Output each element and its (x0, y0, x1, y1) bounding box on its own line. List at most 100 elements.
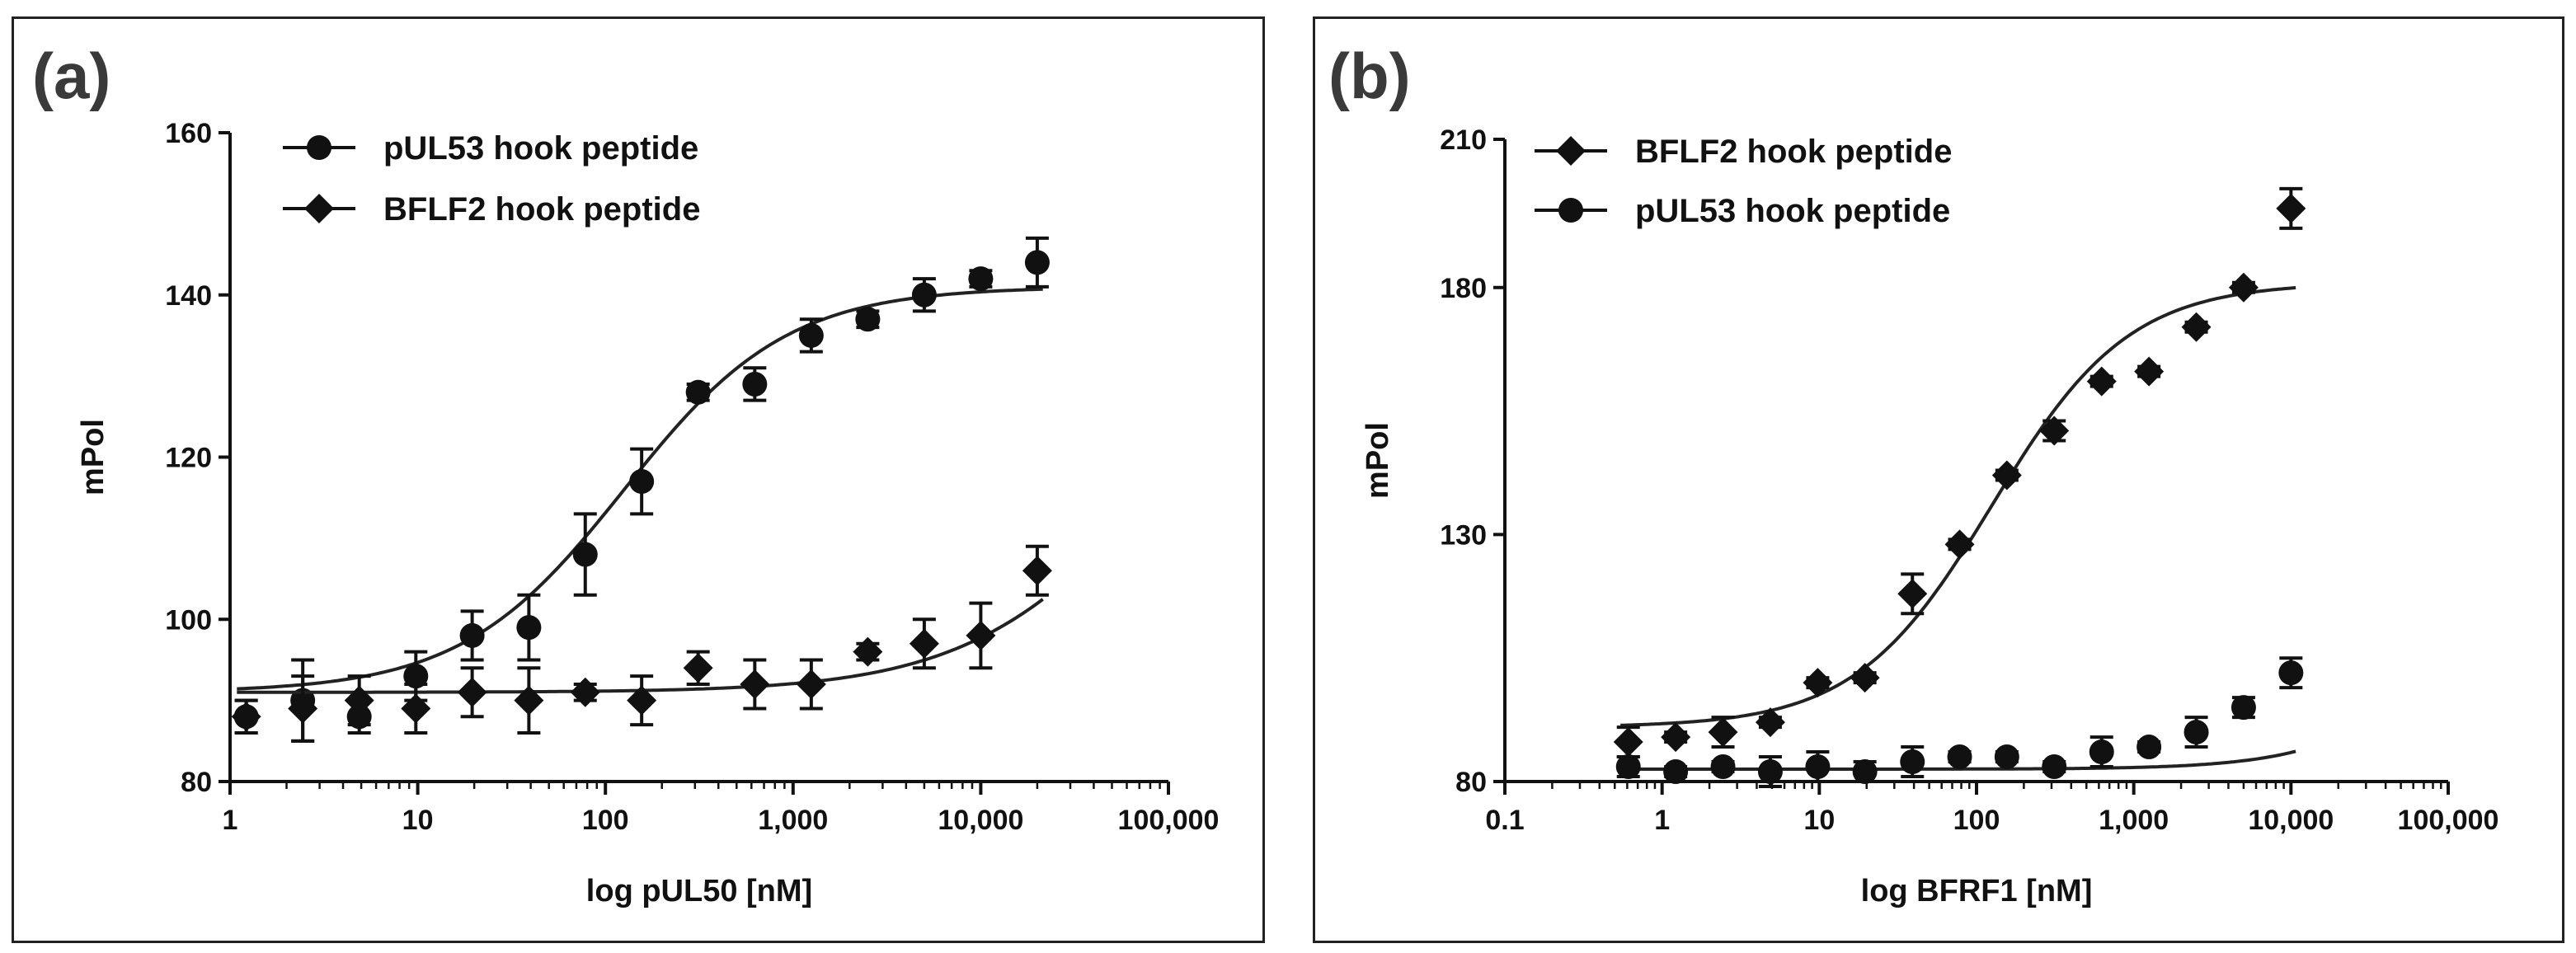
legend-entry-0: pUL53 hook peptide (283, 130, 698, 167)
y-axis-title: mPol (76, 419, 110, 495)
legend-label: BFLF2 hook peptide (1635, 134, 1952, 170)
x-tick-label: 100 (582, 805, 629, 836)
data-point (403, 664, 429, 689)
x-tick-label: 10,000 (2248, 805, 2334, 836)
legend-entry-0: BFLF2 hook peptide (1535, 134, 1952, 170)
data-point (2042, 754, 2067, 780)
series-1 (231, 544, 1052, 743)
legend-marker (304, 194, 334, 223)
x-axis-title: log BFRF1 [nM] (1861, 874, 2093, 908)
data-point (1022, 556, 1052, 586)
legend-label: pUL53 hook peptide (1635, 193, 1950, 229)
data-point (966, 620, 996, 650)
x-tick-label: 10 (402, 805, 434, 836)
data-point (2276, 193, 2306, 223)
data-point (627, 685, 657, 716)
y-tick-label: 130 (1440, 519, 1487, 551)
series-0 (233, 236, 1050, 743)
data-point (516, 615, 542, 641)
data-point (1944, 529, 1975, 560)
data-point (344, 685, 374, 716)
data-point (1613, 727, 1643, 758)
chart-a: (a) 80 100 120 140 160 1 10 100 1,000 10,000 100,00… (32, 40, 1220, 908)
data-point (2089, 739, 2114, 765)
data-point (2134, 356, 2165, 387)
legend-marker (1556, 136, 1586, 166)
chart-b: (b) 80 130 180 210 0.1 1 10 100 1,000 10,000 100,00… (1328, 40, 2499, 908)
panel-a: (a) 80 100 120 140 160 1 10 100 1,000 10,000 100,00… (12, 16, 1265, 943)
data-point (796, 669, 826, 699)
series-1 (1615, 656, 2304, 788)
data-point (1852, 759, 1878, 785)
data-point (2086, 366, 2117, 397)
data-point (909, 628, 939, 659)
x-tick-label: 100 (1953, 805, 2000, 836)
y-tick-label: 120 (165, 443, 212, 474)
data-point (231, 702, 261, 732)
data-point (1850, 663, 1880, 693)
data-point (2230, 695, 2256, 721)
y-tick-label: 80 (1455, 767, 1487, 798)
data-point (1900, 749, 1925, 775)
fit-curve (1620, 286, 2296, 727)
data-point (1710, 754, 1736, 780)
data-point (1994, 744, 2019, 770)
x-tick-label: 10 (1803, 805, 1835, 836)
x-tick-label: 1,000 (758, 805, 828, 836)
data-point (288, 693, 318, 724)
legend-marker (1558, 198, 1583, 223)
data-point (1708, 717, 1738, 748)
x-tick-label: 1 (1654, 805, 1670, 836)
y-tick-label: 80 (181, 767, 212, 798)
data-point (740, 669, 770, 699)
data-point (2183, 720, 2209, 745)
data-point (2181, 312, 2212, 342)
y-tick-label: 210 (1440, 124, 1487, 156)
data-point (2278, 660, 2304, 686)
data-point (1897, 579, 1928, 609)
x-tick-label: 0.1 (1485, 805, 1524, 836)
data-point (911, 282, 937, 307)
data-point (572, 542, 598, 567)
data-point (1663, 759, 1689, 785)
data-point (1757, 759, 1783, 785)
legend-label: pUL53 hook peptide (383, 130, 698, 167)
data-point (968, 266, 994, 292)
data-point (2228, 272, 2259, 303)
data-point (629, 469, 655, 495)
data-point (742, 371, 768, 397)
data-point (1755, 707, 1785, 738)
data-point (685, 379, 711, 405)
y-tick-label: 160 (165, 118, 212, 149)
x-tick-label: 1,000 (2099, 805, 2169, 836)
panel-b: (b) 80 130 180 210 0.1 1 10 100 1,000 10,000 100,00… (1313, 16, 2564, 943)
data-point (1947, 744, 1972, 770)
x-tick-label: 100,000 (2398, 805, 2499, 836)
data-point (1615, 754, 1641, 780)
data-point (853, 636, 883, 667)
data-point (855, 307, 881, 332)
data-point (570, 677, 600, 707)
legend-entry-1: pUL53 hook peptide (1535, 193, 1950, 229)
data-point (459, 622, 485, 648)
data-point (2039, 415, 2070, 446)
data-point (457, 677, 487, 707)
data-point (1661, 722, 1691, 753)
data-point (683, 653, 713, 683)
y-axis-title: mPol (1361, 422, 1395, 499)
x-tick-label: 100,000 (1118, 805, 1220, 836)
data-point (2136, 735, 2162, 760)
data-point (1024, 250, 1050, 275)
legend-label: BFLF2 hook peptide (383, 191, 700, 228)
data-point (514, 685, 544, 716)
data-point (1991, 460, 2022, 491)
data-point (798, 322, 824, 348)
data-point (1805, 754, 1831, 780)
legend-entry-1: BFLF2 hook peptide (283, 191, 700, 228)
y-tick-label: 140 (165, 280, 212, 312)
data-point (1803, 668, 1833, 698)
y-tick-label: 100 (165, 604, 212, 636)
panel-label: (a) (32, 40, 110, 112)
series-0 (1613, 186, 2306, 759)
x-axis-title: log pUL50 [nM] (586, 874, 812, 908)
